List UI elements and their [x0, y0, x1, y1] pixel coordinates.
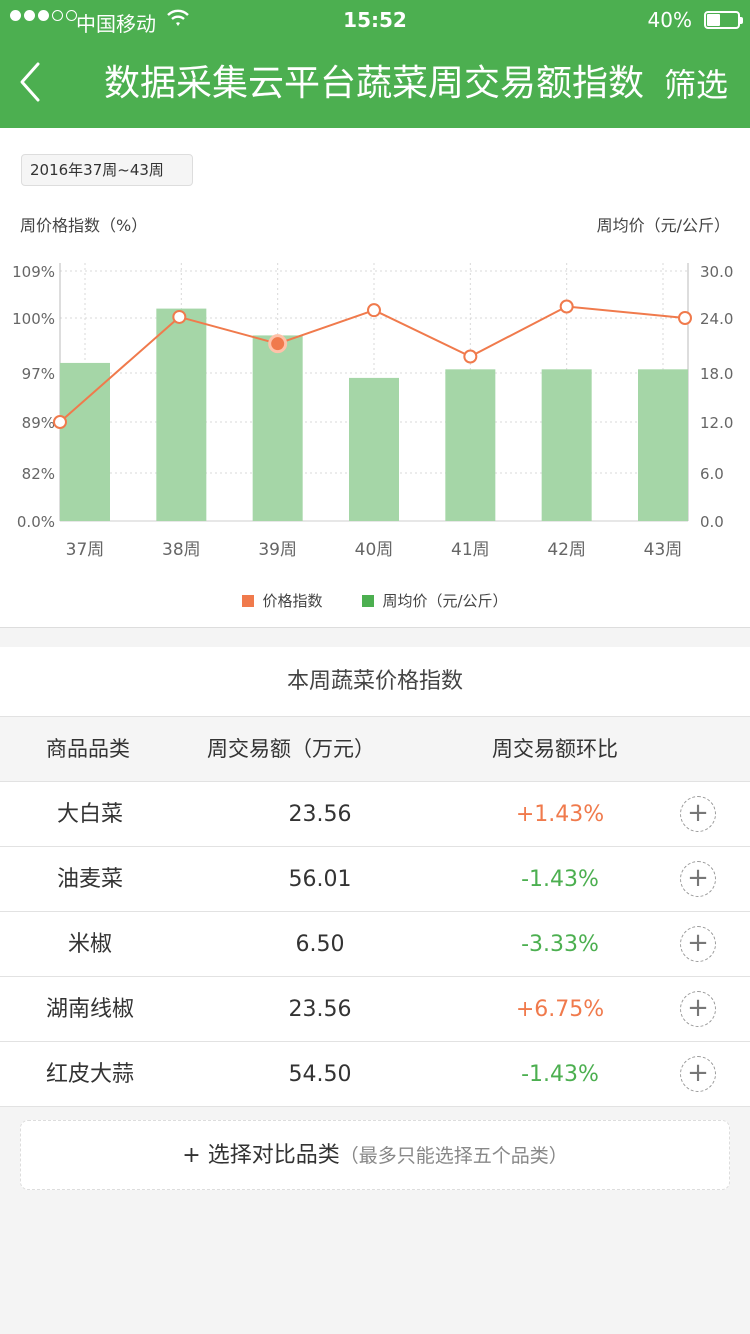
legend-label-avg-price: 周均价（元/公斤）: [382, 592, 508, 610]
legend-label-price-index: 价格指数: [262, 592, 323, 610]
header-category: 商品品类: [46, 737, 130, 761]
right-tick-label: 18.0: [700, 365, 733, 383]
right-tick-label: 12.0: [700, 414, 733, 432]
left-axis-title: 周价格指数（%）: [20, 216, 148, 235]
price-index-point: [463, 349, 478, 364]
price-index-chart: 109% 100% 97% 89% 82% 0.0% 30.0 24.0 18.0 12.0 6.0…: [12, 263, 733, 560]
left-tick-label: 0.0%: [17, 513, 55, 531]
row-ratio: -1.43%: [521, 1062, 599, 1087]
header-ratio: 周交易额环比: [492, 737, 618, 761]
row-ratio: +1.43%: [515, 802, 605, 827]
price-index-point: [559, 299, 574, 314]
row-amount: 56.01: [288, 867, 352, 892]
table-row[interactable]: 湖南线椒 23.56 +6.75% +: [0, 977, 750, 1042]
price-index-point-highlighted: [268, 334, 288, 354]
status-bar: 中国移动 15:52 40%: [0, 0, 750, 40]
top-bar: 中国移动 15:52 40% 数据采集云平台蔬菜周交易额指数 筛选: [0, 0, 750, 128]
right-tick-label: 6.0: [700, 465, 724, 483]
signal-icon: [10, 10, 77, 21]
header-amount: 周交易额（万元）: [207, 737, 375, 761]
status-time: 15:52: [343, 8, 407, 32]
legend-swatch-price-index: [242, 594, 255, 607]
row-amount: 54.50: [288, 1062, 352, 1087]
row-ratio: +6.75%: [515, 997, 605, 1022]
x-tick-label: 41周: [451, 540, 490, 560]
row-amount: 23.56: [288, 802, 352, 827]
x-tick-label: 37周: [66, 540, 105, 560]
legend-item-avg-price[interactable]: 周均价（元/公斤）: [362, 590, 508, 611]
x-tick-label: 43周: [644, 540, 683, 560]
chart-card: 2016年37周~43周 周价格指数（%） 周均价（元/公斤） 109% 100%…: [0, 128, 750, 628]
price-index-point: [367, 303, 381, 318]
add-compare-icon[interactable]: +: [680, 926, 716, 962]
wifi-icon: [166, 7, 190, 34]
right-tick-label: 0.0: [700, 513, 724, 531]
price-index-point: [172, 309, 187, 324]
row-category: 米椒: [67, 932, 112, 957]
price-index-point: [53, 415, 67, 429]
left-tick-label: 97%: [22, 365, 55, 383]
battery-icon: [704, 11, 743, 29]
add-compare-icon[interactable]: +: [680, 796, 716, 832]
row-category: 大白菜: [56, 802, 123, 827]
plus-icon: +: [182, 1143, 201, 1168]
table-title: 本周蔬菜价格指数: [0, 647, 750, 717]
row-category: 红皮大蒜: [45, 1062, 134, 1087]
row-category: 湖南线椒: [45, 997, 134, 1022]
battery-percent: 40%: [647, 8, 692, 32]
add-compare-icon[interactable]: +: [680, 991, 716, 1027]
bar-avg-price: [349, 377, 399, 521]
back-chevron-icon[interactable]: [14, 58, 54, 108]
bar-avg-price: [541, 369, 592, 521]
row-ratio: -1.43%: [521, 867, 599, 892]
week-range-selector[interactable]: 2016年37周~43周: [21, 154, 193, 186]
left-tick-label: 109%: [12, 263, 55, 281]
price-index-point: [678, 311, 692, 325]
page-title: 数据采集云平台蔬菜周交易额指数: [104, 63, 645, 104]
bar-avg-price: [156, 308, 207, 521]
add-compare-icon[interactable]: +: [680, 861, 716, 897]
x-tick-label: 38周: [162, 540, 201, 560]
bar-avg-price: [60, 362, 110, 521]
chart-legend: 价格指数 周均价（元/公斤）: [0, 590, 750, 611]
carrier-label: 中国移动: [76, 12, 156, 36]
table-row[interactable]: 米椒 6.50 -3.33% +: [0, 912, 750, 977]
legend-item-price-index[interactable]: 价格指数: [242, 590, 322, 611]
row-amount: 23.56: [288, 997, 352, 1022]
add-compare-button[interactable]: + 选择对比品类（最多只能选择五个品类）: [20, 1120, 730, 1190]
table-header: 商品品类 周交易额（万元） 周交易额环比: [0, 717, 750, 782]
x-tick-label: 39周: [258, 540, 297, 560]
bar-avg-price: [638, 369, 688, 521]
left-tick-label: 89%: [22, 414, 55, 432]
left-tick-label: 82%: [22, 465, 55, 483]
row-category: 油麦菜: [56, 867, 123, 892]
row-amount: 6.50: [295, 932, 345, 957]
x-tick-label: 42周: [547, 540, 586, 560]
x-tick-label: 40周: [355, 540, 394, 560]
table-row[interactable]: 红皮大蒜 54.50 -1.43% +: [0, 1042, 750, 1107]
legend-swatch-avg-price: [362, 594, 375, 607]
bar-avg-price: [252, 335, 303, 521]
filter-button[interactable]: 筛选: [663, 66, 728, 104]
row-ratio: -3.33%: [521, 932, 599, 957]
table-body: 大白菜 23.56 +1.43% + 油麦菜 56.01 -1.43% + 米椒 6.50 -3.3…: [0, 782, 750, 1107]
table-row[interactable]: 油麦菜 56.01 -1.43% +: [0, 847, 750, 912]
compare-note: （最多只能选择五个品类）: [339, 1145, 568, 1167]
table-row[interactable]: 大白菜 23.56 +1.43% +: [0, 782, 750, 847]
right-tick-label: 30.0: [700, 263, 733, 281]
bar-avg-price: [445, 369, 496, 521]
right-tick-label: 24.0: [700, 310, 733, 328]
left-tick-label: 100%: [12, 310, 55, 328]
add-compare-icon[interactable]: +: [680, 1056, 716, 1092]
compare-label: 选择对比品类: [207, 1143, 340, 1168]
right-axis-title: 周均价（元/公斤）: [596, 216, 730, 235]
